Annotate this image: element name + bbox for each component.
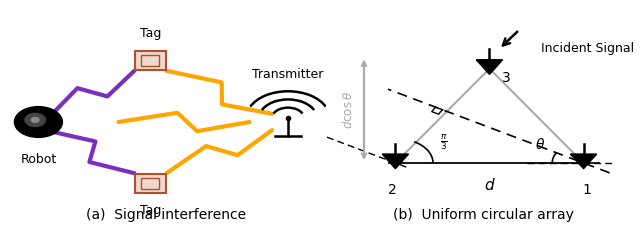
Circle shape bbox=[31, 118, 39, 122]
Bar bbox=[135, 174, 166, 193]
Polygon shape bbox=[570, 154, 596, 169]
Text: Tag: Tag bbox=[140, 204, 161, 217]
Text: 1: 1 bbox=[582, 183, 591, 197]
Text: $d$: $d$ bbox=[484, 177, 495, 193]
Polygon shape bbox=[382, 154, 408, 169]
Text: $d\cos\theta$: $d\cos\theta$ bbox=[340, 91, 355, 129]
Circle shape bbox=[25, 113, 45, 126]
Bar bbox=[135, 51, 166, 70]
Text: $\theta$: $\theta$ bbox=[534, 137, 545, 152]
Text: (b)  Uniform circular array: (b) Uniform circular array bbox=[393, 208, 573, 223]
Text: (a)  Signal interference: (a) Signal interference bbox=[86, 208, 246, 223]
Circle shape bbox=[14, 107, 63, 137]
Text: Transmitter: Transmitter bbox=[252, 68, 324, 81]
Text: 3: 3 bbox=[502, 71, 511, 85]
Polygon shape bbox=[476, 60, 502, 74]
Text: Robot: Robot bbox=[20, 153, 56, 166]
Text: Incident Signal: Incident Signal bbox=[541, 42, 634, 55]
Text: Tag: Tag bbox=[140, 27, 161, 40]
Bar bbox=[141, 178, 159, 189]
Bar bbox=[141, 55, 159, 66]
Text: 2: 2 bbox=[388, 183, 397, 197]
Text: $\frac{\pi}{3}$: $\frac{\pi}{3}$ bbox=[440, 132, 448, 152]
